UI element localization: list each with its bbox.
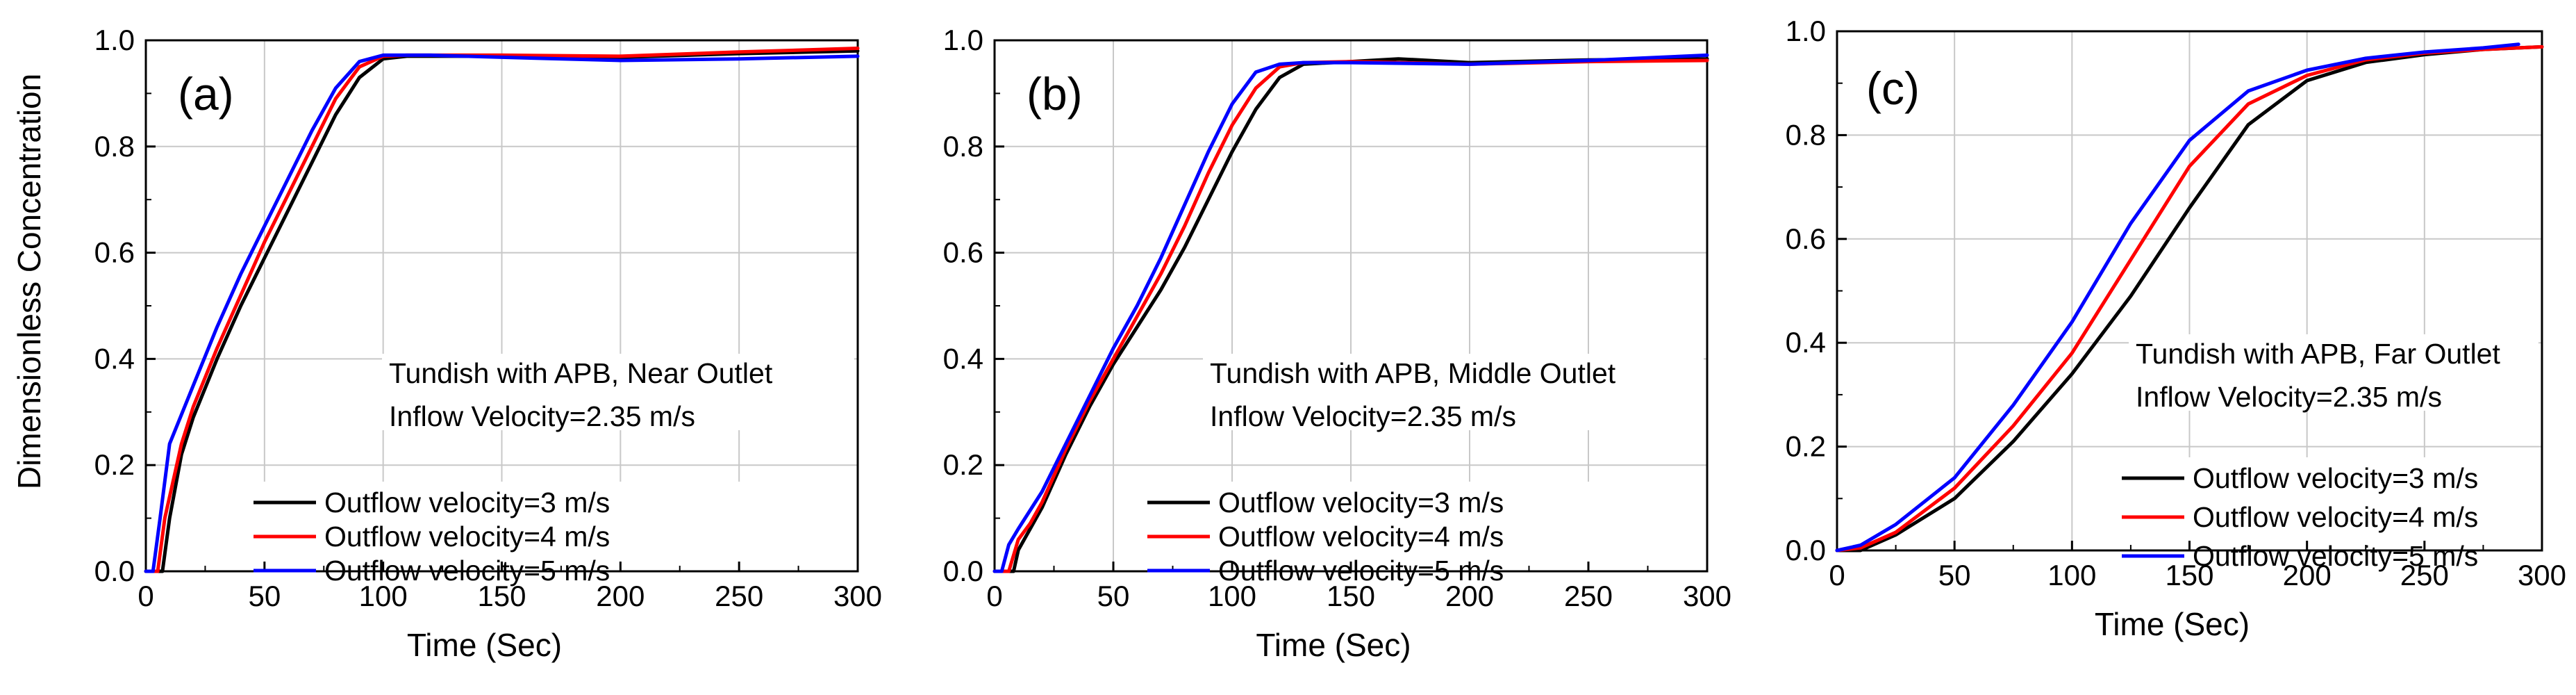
x-tick-label: 150 bbox=[1327, 580, 1375, 612]
legend-label: Outflow velocity=3 m/s bbox=[2193, 462, 2478, 494]
y-tick-label: 0.4 bbox=[94, 342, 135, 375]
x-tick-label: 0 bbox=[1829, 559, 1845, 591]
annotation-text: Tundish with APB, Far Outlet bbox=[2136, 338, 2500, 370]
legend-background bbox=[2115, 457, 2538, 584]
x-tick-label: 250 bbox=[715, 580, 763, 612]
y-tick-label: 0.8 bbox=[94, 130, 135, 163]
legend-label: Outflow velocity=4 m/s bbox=[324, 521, 610, 553]
x-tick-label: 150 bbox=[2165, 559, 2213, 591]
x-tick-label: 0 bbox=[986, 580, 1002, 612]
y-tick-label: 0.0 bbox=[1786, 534, 1826, 566]
y-tick-label: 0.6 bbox=[943, 236, 983, 269]
legend-label: Outflow velocity=3 m/s bbox=[324, 486, 610, 518]
series-line bbox=[144, 53, 860, 573]
y-tick-label: 0.2 bbox=[943, 448, 983, 481]
y-tick-label: 0.4 bbox=[943, 342, 983, 375]
legend-label: Outflow velocity=4 m/s bbox=[2193, 501, 2478, 533]
x-axis-title: Time (Sec) bbox=[2095, 606, 2250, 642]
annotation-text: Inflow Velocity=2.35 m/s bbox=[389, 400, 695, 432]
annotation-text: Inflow Velocity=2.35 m/s bbox=[2136, 381, 2442, 413]
legend-label: Outflow velocity=5 m/s bbox=[2193, 540, 2478, 572]
series-line bbox=[1835, 42, 2520, 553]
panel-label: (a) bbox=[178, 68, 234, 120]
series-line bbox=[144, 47, 860, 573]
x-tick-label: 100 bbox=[359, 580, 408, 612]
y-tick-label: 1.0 bbox=[94, 24, 135, 56]
x-tick-label: 200 bbox=[2283, 559, 2332, 591]
y-tick-label: 0.8 bbox=[1786, 118, 1826, 151]
panel-b: 0 50 100 150 200 250 300 0.0 0.2 0.4 0.6 0.8 1.0 Time… bbox=[943, 24, 1731, 663]
y-axis-title: Dimensionless Concentration bbox=[11, 74, 47, 489]
x-tick-label: 50 bbox=[248, 580, 281, 612]
y-tick-label: 0.2 bbox=[94, 448, 135, 481]
y-tick-label: 1.0 bbox=[943, 24, 983, 56]
legend-label: Outflow velocity=3 m/s bbox=[1218, 486, 1504, 518]
y-tick-label: 0.6 bbox=[1786, 222, 1826, 255]
x-tick-label: 250 bbox=[2400, 559, 2449, 591]
y-tick-label: 1.0 bbox=[1786, 15, 1826, 47]
legend-label: Outflow velocity=5 m/s bbox=[1218, 555, 1504, 587]
series-line bbox=[992, 57, 1709, 573]
series-line bbox=[992, 53, 1709, 573]
y-tick-label: 0.6 bbox=[94, 236, 135, 269]
x-tick-label: 250 bbox=[1564, 580, 1613, 612]
y-tick-label: 0.4 bbox=[1786, 326, 1826, 359]
panel-a: 0 50 100 150 200 250 300 0.0 0.2 0.4 0.6 0.8 1.0 Time… bbox=[94, 24, 882, 663]
x-tick-label: 200 bbox=[596, 580, 645, 612]
legend-background bbox=[1140, 482, 1704, 594]
x-tick-label: 0 bbox=[138, 580, 153, 612]
legend-label: Outflow velocity=5 m/s bbox=[324, 555, 610, 587]
x-axis-title: Time (Sec) bbox=[1256, 627, 1411, 663]
y-tick-label: 0.2 bbox=[1786, 430, 1826, 463]
y-tick-label: 0.0 bbox=[943, 555, 983, 587]
y-tick-label: 0.0 bbox=[94, 555, 135, 587]
x-tick-label: 50 bbox=[1097, 580, 1130, 612]
x-tick-label: 300 bbox=[1683, 580, 1731, 612]
annotation-background bbox=[2129, 334, 2538, 411]
x-tick-label: 100 bbox=[1208, 580, 1256, 612]
x-tick-label: 300 bbox=[833, 580, 882, 612]
annotation-text: Inflow Velocity=2.35 m/s bbox=[1210, 400, 1516, 432]
x-tick-label: 150 bbox=[477, 580, 526, 612]
x-tick-label: 100 bbox=[2047, 559, 2096, 591]
annotation-text: Tundish with APB, Near Outlet bbox=[389, 357, 773, 389]
annotation-background bbox=[1203, 354, 1704, 430]
panel-label: (b) bbox=[1027, 68, 1083, 120]
annotation-background bbox=[382, 354, 854, 430]
legend-background bbox=[247, 482, 854, 594]
x-tick-label: 50 bbox=[1938, 559, 1971, 591]
x-tick-label: 300 bbox=[2518, 559, 2566, 591]
panel-label: (c) bbox=[1866, 63, 1920, 114]
x-axis-title: Time (Sec) bbox=[407, 627, 562, 663]
annotation-text: Tundish with APB, Middle Outlet bbox=[1210, 357, 1616, 389]
legend-label: Outflow velocity=4 m/s bbox=[1218, 521, 1504, 553]
y-tick-label: 0.8 bbox=[943, 130, 983, 163]
x-tick-label: 200 bbox=[1445, 580, 1494, 612]
panel-c: 0 50 100 150 200 250 300 0.0 0.2 0.4 0.6 0.8 1.0 Time… bbox=[1786, 15, 2566, 642]
